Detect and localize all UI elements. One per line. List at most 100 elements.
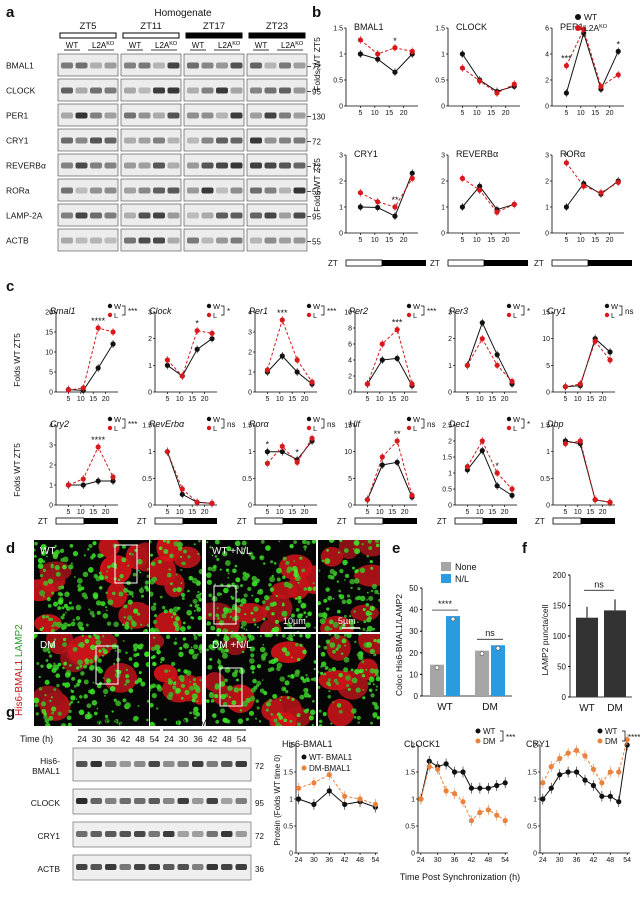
puncta-green [81, 634, 84, 637]
puncta-green [141, 587, 143, 589]
legend-dot [306, 312, 312, 318]
data-point [477, 809, 483, 816]
significance-mark: *** [277, 308, 288, 318]
puncta-green [218, 646, 223, 651]
y-tick-label: 1.5 [405, 770, 415, 777]
significance: **** [438, 599, 453, 609]
data-point [392, 45, 398, 51]
y-tick-label: 0 [546, 503, 550, 510]
puncta-green [43, 715, 48, 720]
chart-title: Per2 [349, 306, 368, 316]
puncta-green [62, 564, 67, 570]
blot-band [279, 187, 291, 194]
puncta-green [248, 710, 255, 716]
blot-band [167, 112, 180, 119]
puncta-green [339, 627, 342, 631]
x-tick-label: 10 [577, 237, 585, 244]
x-tick-label: 10 [77, 396, 85, 403]
puncta-green [114, 634, 120, 637]
legend-label-ko: L2AKO [584, 23, 608, 33]
puncta-green [77, 587, 82, 592]
puncta-green [271, 574, 274, 578]
puncta-green [288, 634, 294, 639]
puncta-green [127, 599, 133, 605]
chart-title: His6-BMAL1 [282, 739, 333, 749]
puncta-green [41, 550, 47, 556]
data-point [110, 329, 116, 335]
panel-label-a: a [6, 4, 15, 21]
x-tick-label: 15 [188, 396, 196, 403]
significance: ns [594, 579, 604, 589]
y-tick-label: 0.5 [442, 487, 452, 494]
blot-band [216, 212, 228, 219]
puncta-green [126, 580, 129, 583]
data-point [279, 317, 285, 323]
puncta-green [104, 575, 109, 580]
legend-dot [406, 416, 412, 422]
puncta-green [83, 694, 88, 699]
data-point [494, 90, 500, 96]
data-point [485, 785, 491, 791]
series-line [68, 327, 114, 391]
puncta-green [170, 582, 173, 586]
blot-band [75, 187, 88, 194]
puncta-green [175, 625, 180, 630]
puncta-green [281, 647, 287, 653]
mw-marker: 95 [312, 213, 321, 222]
data-point [309, 435, 315, 441]
blot-row-label: ACTB [6, 236, 29, 246]
legend-label-wt: WT [584, 12, 597, 22]
puncta-green [282, 602, 285, 605]
puncta-green [45, 555, 48, 558]
zt-label: ZT [430, 259, 440, 268]
y-tick-label: 10 [344, 310, 352, 317]
micrograph-content [318, 634, 380, 726]
puncta-green [318, 601, 321, 606]
puncta-green [98, 649, 102, 653]
puncta-green [75, 604, 82, 611]
data-point [477, 78, 483, 84]
x-tick-label: 10 [473, 237, 481, 244]
puncta-green [80, 671, 85, 676]
panel-label-g: g [6, 704, 15, 721]
data-point [607, 499, 613, 505]
zt-label: ZT [337, 517, 347, 526]
puncta-green [217, 658, 220, 661]
data-point [375, 51, 381, 57]
significance-mark: * [295, 448, 299, 458]
blot-band [216, 112, 228, 119]
blot-band [230, 87, 243, 94]
data-point [607, 349, 613, 355]
puncta-green [318, 670, 320, 674]
data-point [179, 486, 185, 492]
bar [604, 610, 626, 697]
data-point [426, 764, 432, 770]
y-tick-label: 0 [348, 503, 352, 510]
panel-label-b: b [312, 4, 321, 21]
data-point [494, 812, 500, 818]
puncta-green [67, 623, 71, 627]
puncta-green [102, 654, 105, 657]
y-axis-title: LAMP2 puncta/cell [540, 604, 550, 675]
blot-band [264, 237, 277, 244]
puncta-green [222, 717, 227, 723]
puncta-green [77, 679, 82, 683]
y-tick-label: 50 [409, 584, 418, 593]
puncta-green [57, 606, 62, 610]
puncta-green [61, 606, 65, 610]
data-point [607, 793, 613, 799]
nucleus-red [46, 634, 73, 655]
puncta-green [321, 559, 325, 563]
data-point [264, 460, 270, 466]
blot-band [90, 112, 102, 119]
puncta-green [132, 643, 139, 650]
series-line [461, 53, 515, 92]
puncta-green [369, 648, 375, 654]
data-point [342, 801, 348, 808]
puncta-green [134, 680, 139, 685]
y-tick-label: 2.5 [442, 423, 452, 430]
puncta-green [338, 611, 341, 613]
series-line [467, 449, 513, 496]
dark-bar [282, 518, 317, 524]
puncta-green [52, 664, 57, 669]
